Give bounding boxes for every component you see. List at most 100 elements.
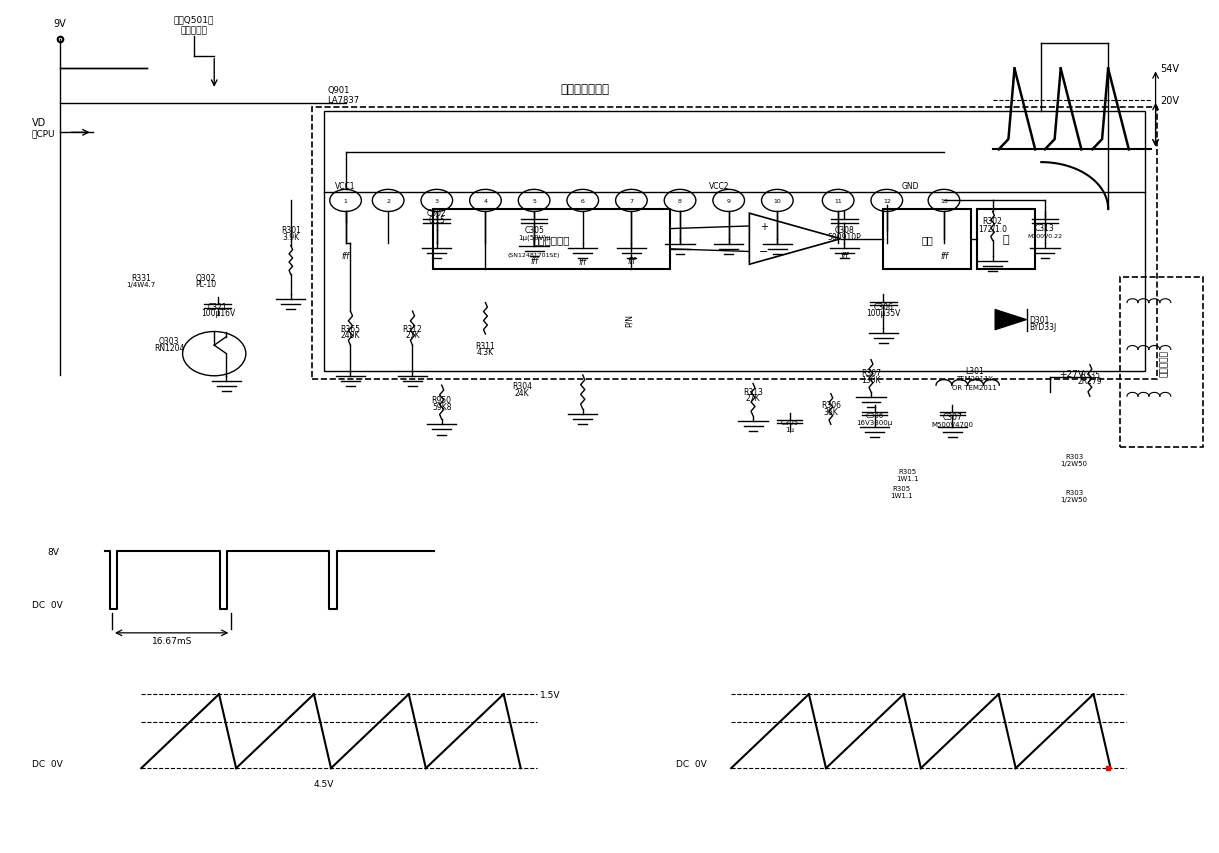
Text: 5: 5 <box>533 199 536 204</box>
Text: 1μ(50V)μ: 1μ(50V)μ <box>518 235 551 241</box>
Text: D301: D301 <box>1029 316 1050 325</box>
Text: 输出: 输出 <box>922 235 933 245</box>
Bar <box>433 210 670 270</box>
Text: 1μ: 1μ <box>785 426 794 432</box>
Text: 16.67mS: 16.67mS <box>151 636 191 646</box>
Text: 8: 8 <box>678 199 681 204</box>
Text: C306: C306 <box>873 302 894 311</box>
Text: 2: 2 <box>386 199 390 204</box>
Text: R331: R331 <box>132 273 151 282</box>
Text: 172/1.0: 172/1.0 <box>978 224 1007 233</box>
Text: LA7837: LA7837 <box>328 96 360 105</box>
Text: C321: C321 <box>208 302 228 311</box>
Text: fff: fff <box>628 256 635 265</box>
Text: 9: 9 <box>727 199 730 204</box>
Text: M100V0.22: M100V0.22 <box>1028 234 1063 239</box>
Text: 8V: 8V <box>48 547 60 556</box>
Text: R303: R303 <box>1065 490 1084 496</box>
Text: 130K: 130K <box>862 375 881 385</box>
Text: 来自Q501的: 来自Q501的 <box>173 15 213 25</box>
Text: PL-10: PL-10 <box>195 280 216 289</box>
Text: 4: 4 <box>484 199 488 204</box>
Text: 24K: 24K <box>514 388 529 397</box>
Text: R307: R307 <box>861 368 881 378</box>
Text: 54V: 54V <box>1160 65 1180 74</box>
Text: 1/2W50: 1/2W50 <box>1061 496 1087 502</box>
Text: 1W1.1: 1W1.1 <box>896 475 919 481</box>
Text: C313: C313 <box>1035 224 1054 233</box>
Text: 场输出集成电路: 场输出集成电路 <box>561 84 610 96</box>
Text: TEM2011Y: TEM2011Y <box>956 375 992 381</box>
Text: OR TEM2011: OR TEM2011 <box>952 384 997 390</box>
Text: R303: R303 <box>1065 454 1084 460</box>
Text: fff: fff <box>341 252 350 261</box>
Text: P/N: P/N <box>624 314 634 327</box>
Text: 1: 1 <box>344 199 347 204</box>
Bar <box>324 112 1145 371</box>
Text: C308: C308 <box>834 226 855 235</box>
Text: 11: 11 <box>834 199 842 204</box>
Text: 500910P: 500910P <box>828 233 861 241</box>
Text: 16V3300μ: 16V3300μ <box>857 420 892 426</box>
Text: +27V: +27V <box>1059 369 1085 378</box>
Text: 2R279: 2R279 <box>1078 377 1102 386</box>
Text: R313: R313 <box>744 387 763 396</box>
Text: 12: 12 <box>883 199 891 204</box>
Polygon shape <box>995 310 1026 330</box>
Text: 20V: 20V <box>1160 96 1180 106</box>
Text: VCC2: VCC2 <box>708 183 729 191</box>
Text: fff: fff <box>940 252 948 261</box>
Text: C306: C306 <box>865 413 884 419</box>
Text: 4.3K: 4.3K <box>477 348 494 357</box>
Text: 59K8: 59K8 <box>432 403 451 411</box>
Text: 4.5V: 4.5V <box>313 779 334 788</box>
Text: 锯齿信号产生: 锯齿信号产生 <box>533 235 570 245</box>
Text: C305: C305 <box>780 420 798 426</box>
Text: C307: C307 <box>942 413 963 421</box>
Text: Q302: Q302 <box>195 273 216 282</box>
Text: fff: fff <box>840 252 848 261</box>
Text: 240K: 240K <box>340 331 360 340</box>
Text: R306: R306 <box>820 401 841 409</box>
Text: RN1204: RN1204 <box>154 344 184 353</box>
Text: 1W1.1: 1W1.1 <box>890 492 913 498</box>
Text: 3.9K: 3.9K <box>283 233 300 241</box>
Text: 36K: 36K <box>824 408 839 416</box>
Text: GND: GND <box>901 183 919 191</box>
Text: 场扫描脉冲: 场扫描脉冲 <box>180 26 207 35</box>
Text: BYD33J: BYD33J <box>1029 322 1057 332</box>
Text: 27K: 27K <box>746 394 761 403</box>
Text: R335: R335 <box>1080 370 1100 380</box>
Text: 13: 13 <box>940 199 948 204</box>
Text: 3: 3 <box>435 199 439 204</box>
Text: 7: 7 <box>629 199 634 204</box>
Text: DC  0V: DC 0V <box>32 601 62 610</box>
Text: VCC1: VCC1 <box>335 183 356 191</box>
Text: (SN12481701SE): (SN12481701SE) <box>508 252 561 258</box>
Text: 1.5V: 1.5V <box>540 690 561 699</box>
Text: fff: fff <box>530 256 538 265</box>
Bar <box>1120 278 1203 448</box>
Text: Q901: Q901 <box>328 86 350 96</box>
Text: R302: R302 <box>983 218 1002 226</box>
Text: M500V4700: M500V4700 <box>931 421 974 427</box>
Text: R950: R950 <box>432 396 452 404</box>
Text: DC  0V: DC 0V <box>32 759 62 769</box>
Text: 27K: 27K <box>405 331 419 340</box>
Text: R305: R305 <box>892 485 911 491</box>
Text: 1/2W50: 1/2W50 <box>1061 461 1087 467</box>
Text: 100μ35V: 100μ35V <box>865 309 901 318</box>
Text: 0.15: 0.15 <box>428 216 445 224</box>
Text: 100μ16V: 100μ16V <box>201 309 235 318</box>
Text: 9V: 9V <box>54 19 66 29</box>
Text: 泵: 泵 <box>1003 235 1009 245</box>
Text: R305: R305 <box>898 468 917 474</box>
Text: R311: R311 <box>475 341 495 351</box>
Text: R365: R365 <box>340 324 361 334</box>
Bar <box>312 107 1157 380</box>
Text: −: − <box>759 247 769 258</box>
Text: 10: 10 <box>774 199 781 204</box>
Text: 场偏转线圈: 场偏转线圈 <box>1159 350 1169 376</box>
Text: Q303: Q303 <box>158 337 179 346</box>
Text: R312: R312 <box>402 324 422 334</box>
